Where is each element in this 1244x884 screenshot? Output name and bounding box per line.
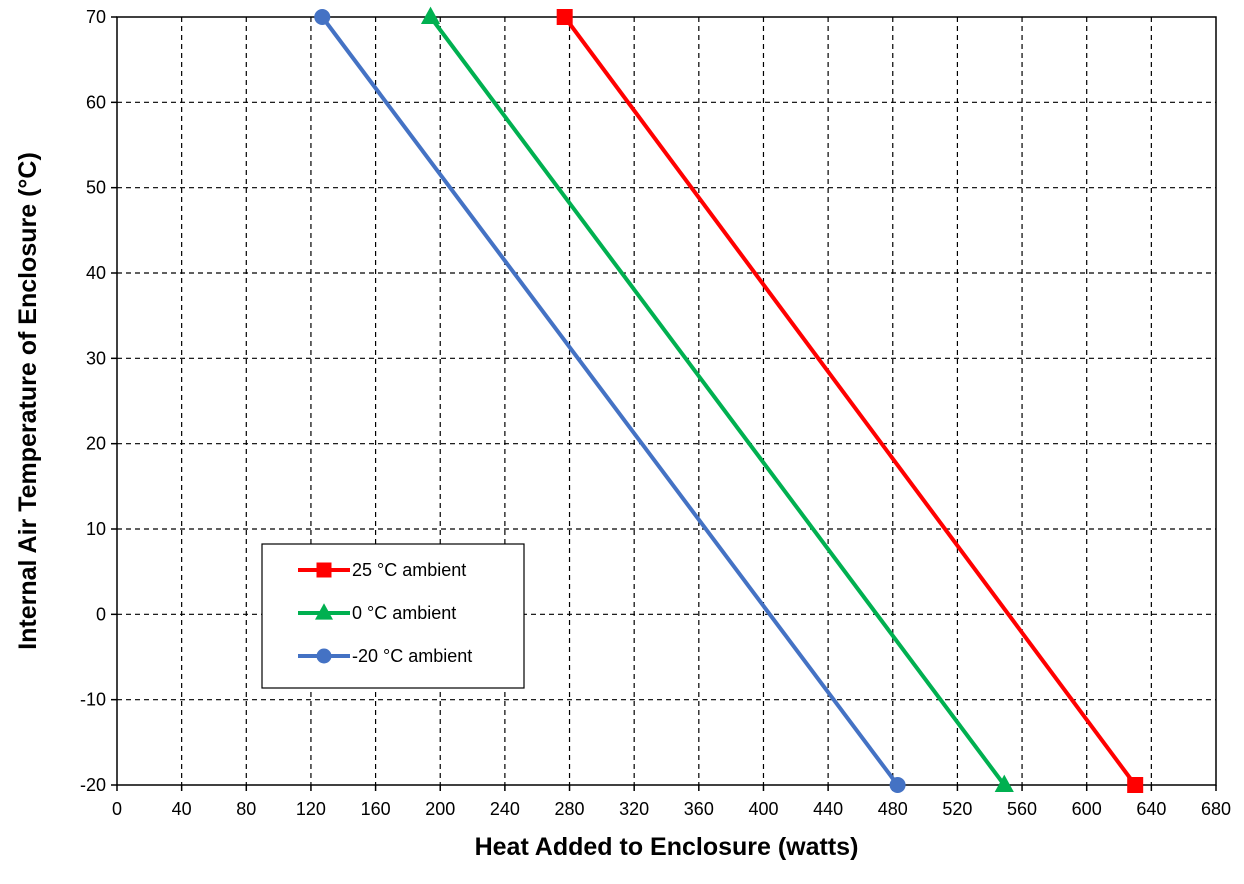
y-tick-label: 60 [86,92,106,112]
x-tick-label: 600 [1072,799,1102,819]
data-point-triangle [420,6,441,25]
x-tick-label: 440 [813,799,843,819]
x-tick-label: 360 [684,799,714,819]
y-tick-label: 50 [86,178,106,198]
data-point-circle [314,9,331,25]
legend-label: 0 °C ambient [352,603,456,623]
data-point-circle [889,777,906,793]
y-tick-label: -10 [80,690,106,710]
y-axis-title: Internal Air Temperature of Enclosure (°… [14,152,42,650]
x-axis-title: Heat Added to Enclosure (watts) [475,833,859,861]
legend-label: 25 °C ambient [352,560,466,580]
series-1 [420,6,1014,793]
data-point-triangle [315,603,333,620]
data-point-square [556,9,573,25]
series-lines [314,6,1144,793]
x-tick-label: 40 [172,799,192,819]
legend-item: 0 °C ambient [298,603,456,623]
x-tick-label: 240 [490,799,520,819]
data-point-square [1127,777,1144,793]
y-tick-label: 70 [86,7,106,27]
x-tick-label: 200 [425,799,455,819]
legend-label: -20 °C ambient [352,646,472,666]
data-point-triangle [994,774,1014,793]
plot-area-frame [116,16,1217,786]
x-tick-label: 120 [296,799,326,819]
x-tick-label: 400 [748,799,778,819]
series-0 [556,9,1144,793]
y-tick-label: 30 [86,348,106,368]
x-tick-label: 480 [878,799,908,819]
x-tick-label: 560 [1007,799,1037,819]
series-line [320,15,900,787]
x-tick-label: 680 [1201,799,1231,819]
data-point-circle [316,648,332,664]
y-tick-label: 0 [96,604,106,624]
x-tick-label: 280 [555,799,585,819]
y-tick-label: 10 [86,519,106,539]
x-tick-label: 320 [619,799,649,819]
x-tick-label: 0 [112,799,122,819]
series-line [428,15,1006,787]
x-tick-label: 80 [236,799,256,819]
x-axis-tick-labels: 0 40 80 120 160 200 240 280 320 360 400 440 480 520 56… [112,799,1231,819]
series-line [563,15,1137,787]
legend: 25 °C ambient 0 °C ambient -20 °C ambient [261,543,525,689]
y-tick-label: 40 [86,263,106,283]
y-tick-label: 20 [86,434,106,454]
grid-lines [117,17,1216,785]
x-tick-label: 640 [1136,799,1166,819]
x-tick-label: 520 [942,799,972,819]
y-tick-label: -20 [80,775,106,795]
series-2 [314,9,906,793]
tick-marks [111,16,1217,791]
data-point-square [316,562,332,578]
x-tick-label: 160 [361,799,391,819]
legend-item: 25 °C ambient [298,560,466,580]
y-axis-tick-labels: -20 -10 0 10 20 30 40 50 60 70 [80,7,106,795]
legend-item: -20 °C ambient [298,646,472,666]
